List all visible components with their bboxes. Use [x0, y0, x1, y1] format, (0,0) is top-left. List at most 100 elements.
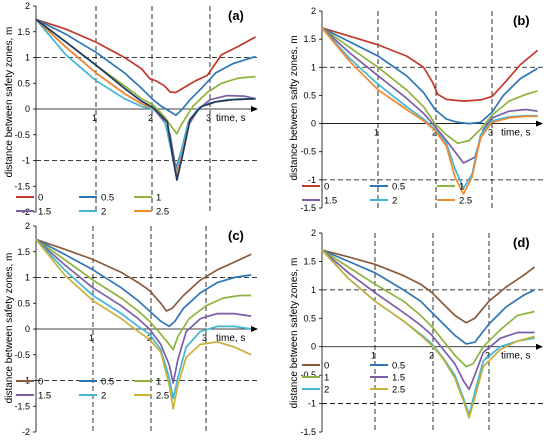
legend-label: 2: [324, 385, 329, 396]
x-axis-label: time, s: [501, 128, 530, 139]
legend-label: 1: [156, 193, 161, 204]
y-tick-label: 1: [311, 62, 316, 72]
x-axis-arrow-icon: [251, 326, 258, 332]
legend-label: 0: [38, 377, 43, 388]
y-tick-label: 0: [25, 104, 30, 114]
y-tick-label: 2: [25, 221, 30, 231]
y-tick-label: -0.5: [14, 130, 30, 140]
x-tick-label: 3: [485, 351, 490, 361]
y-axis-label: distance between safty zones, m: [289, 35, 300, 180]
legend-label: 2: [392, 196, 397, 207]
series-line-1: [321, 27, 538, 145]
y-tick-label: -0.5: [300, 370, 316, 380]
y-tick-label: -1.5: [14, 181, 30, 191]
series-line-2.5: [321, 27, 538, 195]
y-tick-label: 0: [25, 324, 30, 334]
series-line-0: [35, 238, 252, 312]
y-tick-label: -1: [308, 175, 316, 185]
panel-label: (a): [228, 8, 244, 23]
y-tick-label: 2: [25, 1, 30, 11]
x-tick-label: 2: [432, 128, 437, 138]
legend-label: 2: [101, 207, 106, 218]
panel-label: (d): [513, 235, 530, 250]
legend-label: 2: [101, 391, 106, 402]
series-line-0.5: [321, 249, 535, 345]
y-tick-label: 1.5: [17, 27, 30, 37]
series-line-0.5: [321, 27, 539, 125]
y-tick-label: -1: [308, 399, 316, 409]
legend-label: 0.5: [392, 361, 405, 372]
y-tick-label: 2: [311, 6, 316, 16]
x-axis-label: time, s: [501, 351, 530, 362]
legend-label: 2.5: [392, 385, 405, 396]
series-line-1.5: [35, 238, 252, 384]
series-line-2.5: [35, 238, 252, 410]
x-axis-arrow-icon: [251, 106, 258, 112]
y-tick-label: -0.5: [14, 350, 30, 360]
x-tick-label: 1: [92, 113, 97, 123]
panel-1: -1.5 -1 -0.5 0 0.5 1 1.5 2 1 2 3 (b) distance betwee…: [289, 6, 543, 213]
legend-label: 1: [459, 182, 464, 193]
y-tick-label: 0.5: [17, 78, 30, 88]
series-line-2: [321, 27, 538, 190]
y-tick-label: 1.5: [17, 247, 30, 257]
series-line-0.5: [35, 18, 256, 117]
series-line-1: [321, 249, 535, 368]
x-axis-label: time, s: [216, 333, 245, 344]
y-tick-label: -1.5: [14, 401, 30, 411]
y-tick-label: 0: [311, 119, 316, 129]
series-line-1.5: [35, 18, 256, 170]
y-tick-label: 2: [311, 228, 316, 238]
series-line-0: [321, 27, 539, 102]
legend-label: 0.5: [101, 377, 114, 388]
y-tick-label: 1: [311, 285, 316, 295]
y-tick-label: -1: [22, 156, 30, 166]
x-axis-arrow-icon: [536, 120, 543, 127]
series-line-2.5: [321, 249, 535, 419]
legend-label: 1: [324, 373, 329, 384]
legend-label: 0.5: [392, 182, 405, 193]
y-tick-label: 1.5: [303, 256, 316, 266]
y-tick-label: -0.5: [300, 147, 316, 157]
y-axis-label: distance between safety zones, m: [4, 27, 15, 178]
panel-label: (b): [513, 13, 530, 28]
series-line-1: [35, 238, 252, 351]
legend-label: 2.5: [156, 207, 169, 218]
series-line-1.5: [321, 249, 535, 391]
x-tick-label: 3: [202, 333, 207, 343]
series-line-1.5: [321, 27, 538, 164]
series-line-0: [321, 249, 536, 324]
legend-label: 0.5: [101, 193, 114, 204]
legend-label: 1.5: [38, 391, 51, 402]
series-line-0.5: [35, 238, 252, 328]
x-axis-arrow-icon: [536, 343, 543, 350]
y-tick-label: -1.5: [300, 427, 316, 437]
legend-label: 0: [38, 193, 43, 204]
y-tick-label: -1.5: [300, 203, 316, 213]
legend-label: 1.5: [392, 373, 405, 384]
legend-label: 2.5: [156, 391, 169, 402]
series-line-aux: [35, 18, 256, 181]
y-axis-label: distance between safety zones, m: [4, 253, 15, 404]
legend-label: 1.5: [38, 207, 51, 218]
legend-label: 0: [324, 361, 329, 372]
x-tick-label: 2: [429, 351, 434, 361]
series-line-2: [35, 238, 252, 400]
series-line-0: [35, 18, 257, 94]
x-tick-label: 1: [371, 351, 376, 361]
x-axis-label: time, s: [216, 113, 245, 124]
y-tick-label: 0.5: [303, 90, 316, 100]
legend-label: 0: [324, 182, 329, 193]
legend-label: 1.5: [324, 196, 337, 207]
y-tick-label: 1: [25, 53, 30, 63]
x-tick-label: 3: [206, 113, 211, 123]
x-tick-label: 1: [89, 333, 94, 343]
x-tick-label: 2: [148, 113, 153, 123]
panel-3: -1.5-1-0.500.511.521 2 3(d)distance betwee…: [289, 228, 543, 437]
y-tick-label: 0.5: [303, 313, 316, 323]
x-tick-label: 1: [374, 128, 379, 138]
legend-label: 1: [156, 377, 161, 388]
